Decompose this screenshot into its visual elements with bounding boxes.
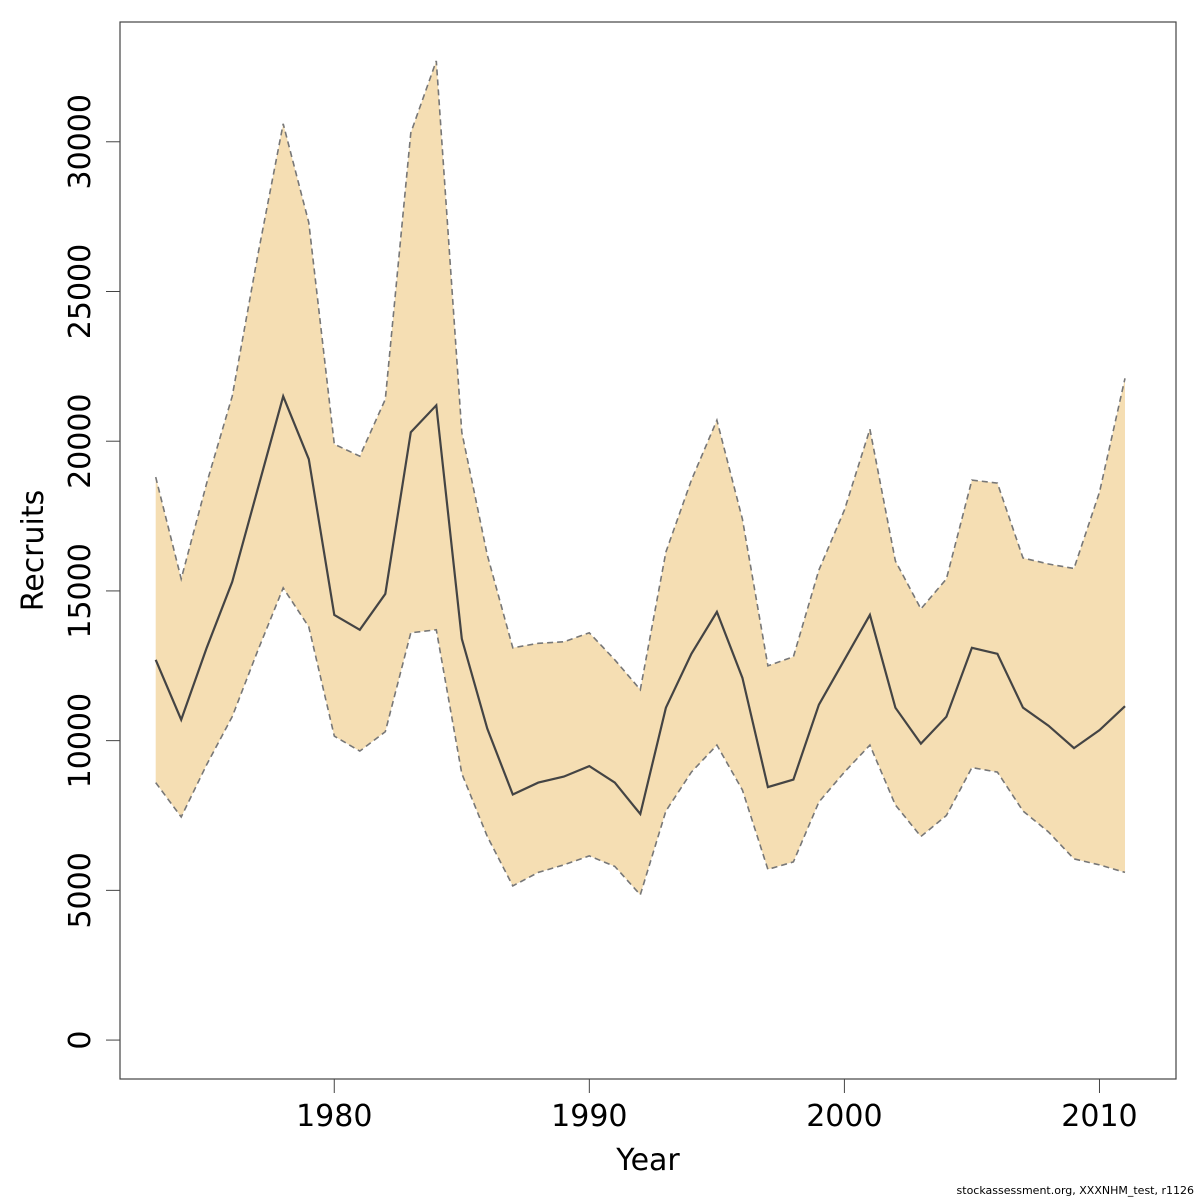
y-tick-label: 0 (63, 1031, 98, 1050)
x-tick-label: 2000 (806, 1099, 882, 1134)
median-line (154, 392, 1126, 817)
x-tick-label: 1990 (551, 1099, 627, 1134)
y-tick-label: 30000 (63, 94, 98, 189)
y-tick-label: 10000 (63, 693, 98, 788)
y-tick-label: 5000 (63, 852, 98, 928)
y-tick-label: 15000 (63, 543, 98, 638)
upper-bound-line (154, 60, 1126, 692)
y-tick-label: 25000 (63, 244, 98, 339)
confidence-band (155, 60, 1125, 895)
x-axis-title: Year (615, 1143, 680, 1178)
footer-note: stockassessment.org, XXXNHM_test, r1126 (956, 1184, 1194, 1197)
x-axis: 1980 1990 2000 2010 (296, 1078, 1138, 1134)
y-tick-label: 20000 (63, 393, 98, 488)
y-axis-title: Recruits (16, 490, 51, 612)
x-tick-label: 1980 (296, 1099, 372, 1134)
y-axis: 0 5000 10000 15000 20000 25000 30000 (63, 94, 121, 1050)
x-tick-label: 2010 (1061, 1099, 1137, 1134)
